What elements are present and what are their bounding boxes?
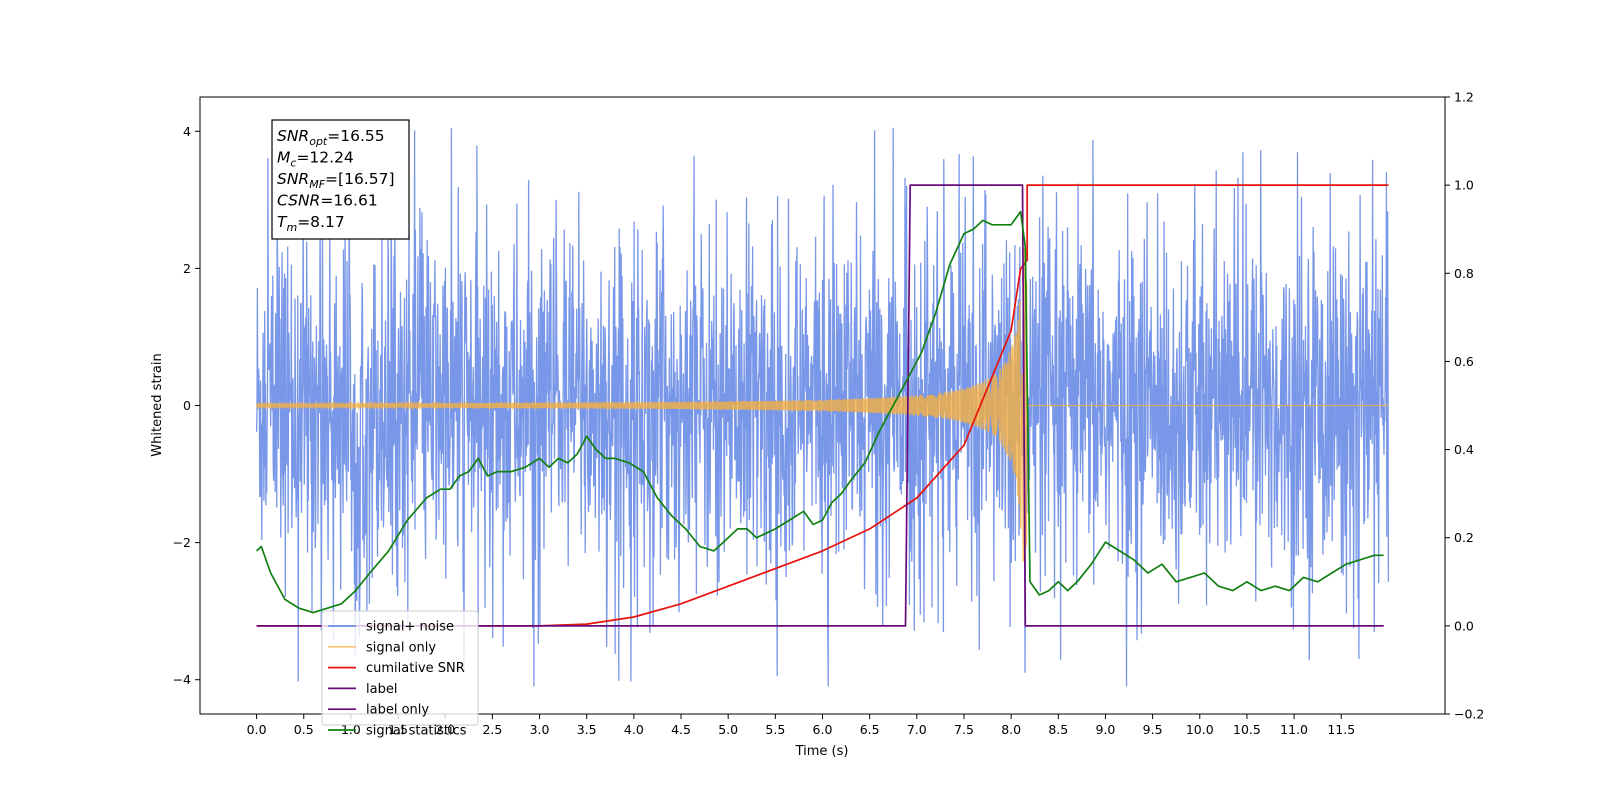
series-signal-only: [255, 248, 1389, 562]
y-tick-label: 2: [183, 261, 191, 276]
y2-tick-label: 1.0: [1454, 178, 1474, 193]
legend: signal+ noise signal only cumilative SNR la…: [321, 610, 479, 739]
y-tick-label: 0: [183, 398, 191, 413]
x-tick-label: 9.5: [1143, 722, 1163, 737]
legend-entry: signal statistics: [366, 724, 467, 739]
series-signal-statistics: [256, 210, 1384, 614]
x-tick-label: 9.0: [1096, 722, 1116, 737]
x-tick-label: 10.0: [1186, 722, 1214, 737]
x-tick-label: 1.5: [388, 722, 408, 737]
y2-tick-label: 1.2: [1454, 90, 1474, 105]
x-tick-label: 8.0: [1001, 722, 1021, 737]
y-axis-left: −4 −2 0 2 4: [173, 124, 200, 687]
x-tick-label: 0.5: [294, 722, 314, 737]
y-tick-label: −2: [173, 535, 191, 550]
x-tick-label: 11.0: [1280, 722, 1308, 737]
legend-entry: cumilative SNR: [366, 661, 465, 676]
x-tick-label: 3.0: [530, 722, 550, 737]
x-tick-label: 4.0: [624, 722, 644, 737]
y2-tick-label: 0.2: [1454, 530, 1474, 545]
x-tick-label: 6.0: [813, 722, 833, 737]
legend-entry: signal only: [366, 640, 436, 655]
x-tick-label: 7.0: [907, 722, 927, 737]
annotation-line: Mc=12.24: [277, 149, 354, 170]
series-cumulative-snr: [256, 184, 1389, 627]
series-label: [256, 184, 1384, 627]
x-axis-label: Time (s): [795, 744, 849, 759]
y-axis-label: Whitened strain: [150, 353, 165, 456]
annotation-line: CSNR=16.61: [277, 192, 378, 210]
x-tick-label: 4.5: [671, 722, 691, 737]
x-tick-label: 10.5: [1233, 722, 1261, 737]
annotation-box: SNRopt=16.55Mc=12.24SNRMF=[16.57]CSNR=16…: [271, 119, 410, 240]
x-tick-label: 11.5: [1327, 722, 1355, 737]
annotation-frame: [271, 119, 410, 240]
x-tick-label: 0.0: [247, 722, 267, 737]
legend-entry: signal+ noise: [366, 620, 454, 635]
x-tick-label: 5.5: [765, 722, 785, 737]
legend-frame: [321, 610, 479, 726]
annotation-line: SNRMF=[16.57]: [277, 170, 395, 191]
y-tick-label: 4: [183, 124, 191, 139]
annotation-line: SNRopt=16.55: [277, 127, 385, 148]
x-tick-label: 2.0: [435, 722, 455, 737]
x-axis: 0.0 0.5 1.0 1.5 2.0 2.5 3.0 3.5 4.0 4.5 5.0 5.5 6.0 6…: [247, 714, 1355, 737]
x-tick-label: 5.0: [718, 722, 738, 737]
x-tick-label: 2.5: [482, 722, 502, 737]
y-axis-right: −0.2 0.0 0.2 0.4 0.6 0.8 1.0 1.2: [1445, 90, 1484, 722]
x-tick-label: 8.5: [1048, 722, 1068, 737]
legend-entry: label only: [366, 703, 429, 718]
y2-tick-label: 0.0: [1454, 618, 1474, 633]
annotation-line: Tm=8.17: [277, 213, 345, 234]
x-tick-label: 7.5: [954, 722, 974, 737]
y2-tick-label: 0.8: [1454, 266, 1474, 281]
y2-tick-label: 0.6: [1454, 354, 1474, 369]
x-tick-label: 6.5: [860, 722, 880, 737]
series-signal-plus-noise: [255, 127, 1390, 687]
y2-tick-label: −0.2: [1454, 707, 1484, 722]
legend-entry: label: [366, 682, 397, 697]
y2-tick-label: 0.4: [1454, 442, 1474, 457]
plot-area: [255, 127, 1390, 687]
y-tick-label: −4: [173, 672, 191, 687]
x-tick-label: 3.5: [577, 722, 597, 737]
